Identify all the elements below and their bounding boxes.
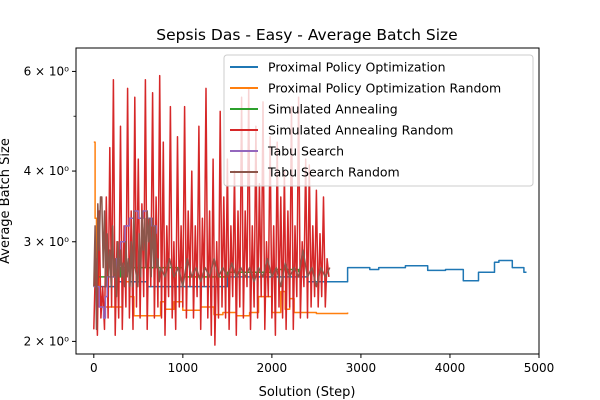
legend-label: Tabu Search	[267, 144, 344, 159]
y-tick-label: 4 × 10⁰	[24, 164, 70, 178]
x-tick-label: 0	[90, 361, 98, 375]
series-line-4	[93, 74, 330, 346]
series-line-6	[93, 196, 331, 331]
series-layer	[93, 74, 527, 346]
y-axis: 2 × 10⁰ 3 × 10⁰ 4 × 10⁰ 6 × 10⁰	[24, 64, 76, 348]
legend-label: Simulated Annealing	[268, 102, 398, 117]
chart-title: Sepsis Das - Easy - Average Batch Size	[156, 26, 457, 44]
y-tick-label: 2 × 10⁰	[24, 334, 70, 348]
legend: Proximal Policy Optimization Proximal Pol…	[223, 54, 534, 187]
y-axis-label: Average Batch Size	[0, 138, 13, 264]
plot-frame	[75, 47, 540, 355]
y-tick-label: 3 × 10⁰	[24, 235, 70, 249]
legend-label: Proximal Policy Optimization Random	[268, 81, 501, 96]
legend-label: Simulated Annealing Random	[268, 123, 453, 138]
x-axis-label: Solution (Step)	[259, 385, 356, 400]
legend-box	[223, 54, 534, 187]
x-tick-label: 3000	[346, 361, 377, 375]
x-tick-label: 1000	[168, 361, 199, 375]
x-tick-label: 2000	[257, 361, 288, 375]
legend-label: Proximal Policy Optimization	[268, 60, 446, 75]
x-tick-label: 5000	[524, 361, 555, 375]
y-tick-label: 6 × 10⁰	[24, 64, 70, 78]
legend-label: Tabu Search Random	[267, 165, 400, 180]
x-axis: 0 1000 2000 3000 4000 5000	[90, 354, 554, 375]
x-tick-label: 4000	[435, 361, 466, 375]
